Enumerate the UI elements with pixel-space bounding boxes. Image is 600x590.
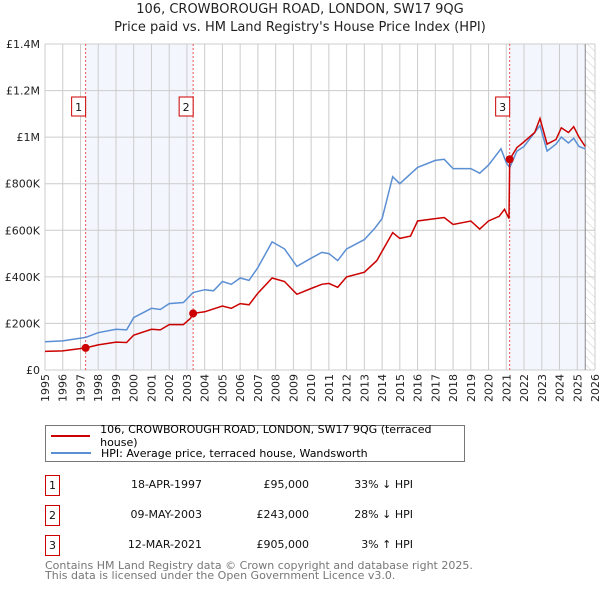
x-tick-label: 1998 [92,374,105,402]
legend-item-hpi: HPI: Average price, terraced house, Wand… [51,445,368,461]
future-hatch [585,44,595,370]
sale-label: 3 [499,101,506,114]
x-tick-label: 2018 [447,374,460,402]
x-tick-label: 1995 [39,374,52,402]
x-tick-label: 2002 [163,374,176,402]
footer-licence: This data is licensed under the Open Gov… [45,569,396,582]
x-tick-label: 1996 [57,374,70,402]
x-tick-label: 2006 [234,374,247,402]
transaction-date: 09-MAY-2003 [130,508,202,521]
x-tick-label: 2007 [252,374,265,402]
y-tick-label: £600K [5,224,41,237]
y-tick-label: £1M [17,131,41,144]
x-tick-label: 2022 [518,374,531,402]
x-tick-label: 2005 [216,374,229,402]
x-tick-label: 2026 [589,374,600,402]
x-tick-label: 2012 [341,374,354,402]
sale-point [505,155,514,164]
x-tick-label: 2016 [412,374,425,402]
transaction-marker: 1 [45,475,60,496]
sale-label-box [71,96,87,117]
x-tick-label: 2015 [394,374,407,402]
x-tick-label: 2025 [571,374,584,402]
x-tick-label: 2013 [358,374,371,402]
transaction-price: £905,000 [256,538,310,551]
transaction-hpi: 3% ↑ HPI [361,538,413,551]
sale-point [189,309,198,318]
sale-label: 2 [183,101,190,114]
x-tick-label: 2017 [429,374,442,402]
y-tick-label: £400K [5,271,41,284]
x-tick-label: 2024 [554,374,567,402]
x-tick-label: 1999 [110,374,123,402]
y-tick-label: £1.4M [6,38,40,51]
footer-copyright: Contains HM Land Registry data © Crown c… [45,559,473,572]
y-tick-label: £800K [5,178,41,191]
transaction-price: £243,000 [256,508,310,521]
price-chart: 1995 1996 1997 1998 1999 2000 2001 2002 2003 2004… [5,38,600,402]
x-tick-label: 2011 [323,374,336,402]
hpi-line [44,123,586,343]
y-tick-label: £200K [5,317,41,330]
sale-label-box [495,96,511,117]
chart-subtitle: Price paid vs. HM Land Registry's House … [114,20,486,35]
x-tick-label: 2019 [465,374,478,402]
legend-item-property: 106, CROWBOROUGH ROAD, LONDON, SW17 9QG … [51,423,464,449]
transaction-date: 18-APR-1997 [130,478,202,491]
sale-point [81,343,90,352]
x-tick-label: 2020 [483,374,496,402]
transaction-marker: 3 [45,535,60,556]
transaction-hpi: 33% ↓ HPI [354,478,413,491]
transaction-row: 2 09-MAY-2003 £243,000 28% ↓ HPI [45,505,413,526]
x-tick-label: 2008 [270,374,283,402]
legend-label: HPI: Average price, terraced house, Wand… [101,446,368,460]
transaction-row: 3 12-MAR-2021 £905,000 3% ↑ HPI [45,535,413,556]
sale-label: 1 [75,101,82,114]
x-tick-label: 2004 [199,374,212,402]
x-tick-label: 2021 [500,374,513,402]
x-tick-label: 2010 [305,374,318,402]
x-tick-label: 2001 [145,374,158,402]
y-tick-label: £0 [26,364,40,377]
x-tick-label: 1997 [74,374,87,402]
legend: 106, CROWBOROUGH ROAD, LONDON, SW17 9QG … [45,423,465,462]
transaction-price: £95,000 [263,478,310,491]
price-paid-line [44,116,586,353]
x-tick-label: 2023 [536,374,549,402]
x-tick-label: 2003 [181,374,194,402]
x-tick-label: 2000 [128,374,141,402]
x-tick-label: 2009 [287,374,300,402]
transaction-marker: 2 [45,505,60,526]
shaded-period [509,44,586,370]
legend-label: 106, CROWBOROUGH ROAD, LONDON, SW17 9QG … [100,423,432,449]
chart-title: 106, CROWBOROUGH ROAD, LONDON, SW17 9QG [136,2,464,17]
legend-swatch-blue [51,452,91,454]
shaded-period [85,44,194,370]
transaction-date: 12-MAR-2021 [127,538,202,551]
legend-swatch-red [51,435,91,437]
sale-label-box [178,96,194,117]
x-tick-label: 2014 [376,374,389,402]
transaction-row: 1 18-APR-1997 £95,000 33% ↓ HPI [45,475,413,496]
transaction-hpi: 28% ↓ HPI [354,508,413,521]
y-tick-label: £1.2M [6,85,40,98]
